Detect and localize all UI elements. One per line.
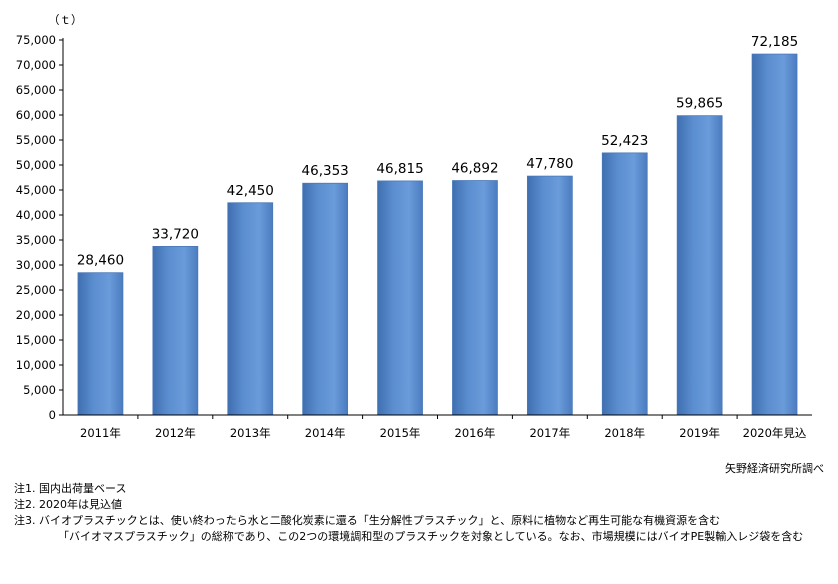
y-tick-label: 20,000 [16, 308, 56, 322]
y-tick-label: 60,000 [16, 108, 56, 122]
note-3: 注3. バイオプラスチックとは、使い終わったら水と二酸化炭素に還る「生分解性プラ… [14, 514, 721, 527]
y-tick-label: 40,000 [16, 208, 56, 222]
x-tick-label: 2017年 [529, 426, 570, 440]
data-labels: 28,460 33,720 42,450 46,353 46,815 46,892 47,7… [77, 34, 798, 269]
y-tick-label: 70,000 [16, 58, 56, 72]
y-tick-label: 5,000 [23, 383, 56, 397]
bar [452, 180, 498, 416]
bar [526, 175, 573, 416]
data-label: 46,815 [376, 161, 423, 177]
bars [77, 53, 798, 416]
data-label: 33,720 [152, 226, 199, 242]
y-tick-label: 10,000 [16, 358, 56, 372]
y-tick-label: 25,000 [16, 283, 56, 297]
data-label: 72,185 [751, 34, 798, 50]
x-tick-label: 2019年 [679, 426, 720, 440]
y-tick-label: 50,000 [16, 158, 56, 172]
data-label: 42,450 [227, 183, 274, 199]
bar [601, 152, 648, 416]
data-label: 59,865 [676, 96, 723, 112]
bar [302, 182, 349, 416]
y-tick-label: 75,000 [16, 33, 56, 47]
x-tick-label: 2013年 [230, 426, 271, 440]
bar [751, 53, 798, 416]
y-unit-label: （ｔ） [48, 13, 83, 27]
bar [227, 202, 274, 416]
x-tick-label: 2016年 [455, 426, 496, 440]
y-axis: 0 5,000 10,000 15,000 20,000 25,000 30,000 35,0… [16, 33, 63, 422]
data-label: 46,353 [302, 163, 349, 179]
x-tick-label: 2020年見込 [743, 426, 807, 440]
y-tick-label: 30,000 [16, 258, 56, 272]
x-tick-label: 2011年 [80, 426, 121, 440]
data-label: 46,892 [451, 161, 498, 177]
y-tick-label: 55,000 [16, 133, 56, 147]
bar [77, 272, 124, 416]
data-label: 52,423 [601, 133, 648, 149]
y-tick-label: 65,000 [16, 83, 56, 97]
note-1: 注1. 国内出荷量ベース [14, 482, 127, 495]
bar [152, 245, 199, 416]
notes: 注1. 国内出荷量ベース 注2. 2020年は見込値 注3. バイオプラスチック… [14, 481, 803, 545]
x-tick-label: 2015年 [380, 426, 421, 440]
x-tick-label: 2014年 [305, 426, 346, 440]
y-tick-label: 35,000 [16, 233, 56, 247]
y-tick-label: 45,000 [16, 183, 56, 197]
y-tick-label: 0 [49, 408, 56, 422]
data-label: 47,780 [526, 156, 573, 172]
x-axis: 2011年 2012年 2013年 2014年 2015年 2016年 2017年 2018年… [80, 415, 807, 440]
x-tick-label: 2018年 [604, 426, 645, 440]
bar [377, 180, 423, 416]
bar [676, 115, 723, 416]
note-3-continued: 「バイオマスプラスチック」の総称であり、この2つの環境調和型のプラスチックを対象… [58, 530, 804, 543]
data-label: 28,460 [77, 253, 124, 269]
note-2: 注2. 2020年は見込値 [14, 498, 122, 511]
y-tick-label: 15,000 [16, 333, 56, 347]
x-tick-label: 2012年 [155, 426, 196, 440]
bar-chart: （ｔ） 0 5,000 10,000 15,000 20,000 25,000 30,000… [16, 13, 812, 440]
source-credit: 矢野経済研究所調べ [725, 462, 824, 475]
